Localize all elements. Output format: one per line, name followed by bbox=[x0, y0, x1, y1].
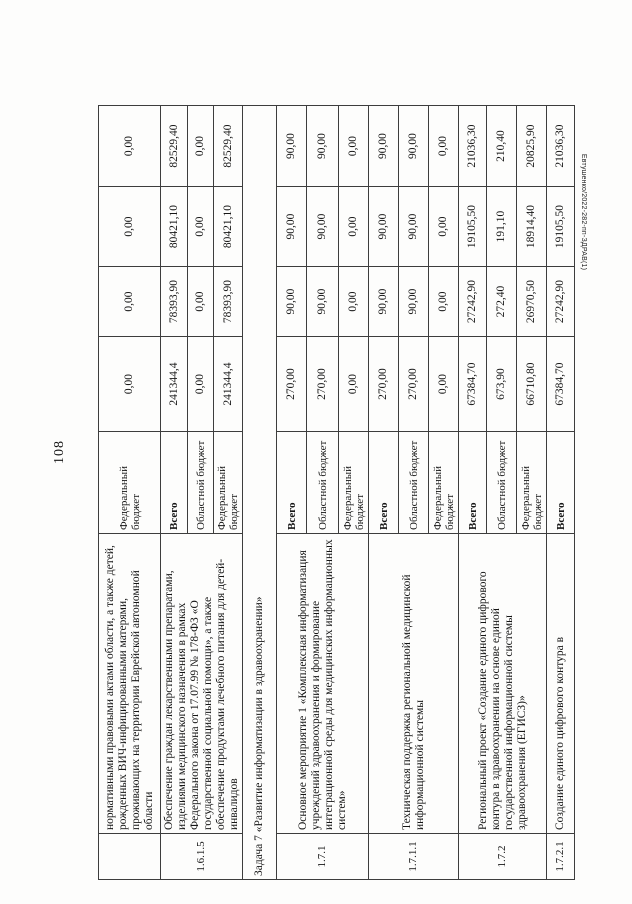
value-cell: 0,00 bbox=[338, 186, 369, 267]
section-header-cell: Задача 7 «Развитие информатизации в здра… bbox=[242, 105, 277, 880]
value-cell: 19105,50 bbox=[546, 186, 575, 267]
value-cell: 0,00 bbox=[428, 186, 459, 267]
value-cell: 20825,90 bbox=[516, 105, 547, 187]
value-cell: 26970,50 bbox=[516, 266, 547, 337]
row-number-cell: 1.7.1.1 bbox=[368, 833, 459, 880]
value-cell: 0,00 bbox=[187, 266, 214, 337]
value-cell: 78393,90 bbox=[213, 266, 243, 337]
budget-type-cell: Федеральный бюджет bbox=[516, 431, 547, 534]
value-cell: 673,90 bbox=[486, 336, 517, 432]
table-row: нормативными правовыми актами области, а… bbox=[98, 105, 161, 880]
row-number-cell: 1.7.1 bbox=[276, 833, 369, 880]
value-cell: 19105,50 bbox=[458, 186, 487, 267]
description-cell: Региональный проект «Создание единого ци… bbox=[458, 533, 547, 834]
value-cell: 241344,4 bbox=[160, 336, 188, 432]
row-number-cell: 1.7.2 bbox=[458, 833, 547, 880]
value-cell: 21036,30 bbox=[458, 105, 487, 187]
document-code-footer: Евтушенко/2022-282-пп-ЗДРАВ(1) bbox=[580, 153, 587, 271]
budget-table: нормативными правовыми актами области, а… bbox=[98, 105, 575, 880]
budget-type-cell: Федеральный бюджет bbox=[98, 431, 161, 534]
value-cell: 80421,10 bbox=[213, 186, 243, 267]
value-cell: 0,00 bbox=[98, 105, 161, 187]
value-cell: 272,40 bbox=[486, 266, 517, 337]
description-cell: нормативными правовыми актами области, а… bbox=[98, 533, 161, 834]
value-cell: 82529,40 bbox=[213, 105, 243, 187]
value-cell: 27242,90 bbox=[458, 266, 487, 337]
budget-type-cell: Областной бюджет bbox=[187, 431, 214, 534]
value-cell: 90,00 bbox=[276, 266, 307, 337]
value-cell: 0,00 bbox=[428, 336, 459, 432]
row-number-cell: 1.6.1.5 bbox=[160, 833, 243, 880]
value-cell: 0,00 bbox=[187, 186, 214, 267]
budget-type-cell: Областной бюджет bbox=[486, 431, 517, 534]
value-cell: 210,40 bbox=[486, 105, 517, 187]
value-cell: 67384,70 bbox=[546, 336, 575, 432]
description-cell: Обеспечение граждан лекарственными препа… bbox=[160, 533, 243, 834]
budget-type-cell: Всего bbox=[458, 431, 487, 534]
value-cell: 270,00 bbox=[306, 336, 339, 432]
value-cell: 18914,40 bbox=[516, 186, 547, 267]
value-cell: 0,00 bbox=[187, 336, 214, 432]
value-cell: 191,10 bbox=[486, 186, 517, 267]
value-cell: 270,00 bbox=[368, 336, 399, 432]
row-number-cell: 1.7.2.1 bbox=[546, 833, 575, 880]
value-cell: 0,00 bbox=[338, 336, 369, 432]
table-row: 1.7.1.1 Техническая поддержка региональн… bbox=[368, 105, 459, 880]
page-number: 108 bbox=[52, 440, 67, 464]
description-cell: Создание единого цифрового контура в bbox=[546, 533, 575, 834]
budget-type-cell: Федеральный бюджет bbox=[213, 431, 243, 534]
value-cell: 270,00 bbox=[276, 336, 307, 432]
value-cell: 90,00 bbox=[306, 186, 339, 267]
value-cell: 90,00 bbox=[398, 266, 429, 337]
value-cell: 241344,4 bbox=[213, 336, 243, 432]
value-cell: 270,00 bbox=[398, 336, 429, 432]
table-row: 1.7.2 Региональный проект «Создание един… bbox=[458, 105, 547, 880]
value-cell: 90,00 bbox=[368, 105, 399, 187]
budget-type-cell: Областной бюджет bbox=[398, 431, 429, 534]
value-cell: 90,00 bbox=[368, 266, 399, 337]
value-cell: 0,00 bbox=[187, 105, 214, 187]
value-cell: 80421,10 bbox=[160, 186, 188, 267]
budget-type-cell: Всего bbox=[276, 431, 307, 534]
value-cell: 90,00 bbox=[276, 105, 307, 187]
value-cell: 0,00 bbox=[338, 266, 369, 337]
section-header-row: Задача 7 «Развитие информатизации в здра… bbox=[242, 105, 277, 880]
value-cell: 90,00 bbox=[398, 186, 429, 267]
value-cell: 90,00 bbox=[368, 186, 399, 267]
description-cell: Основное мероприятие 1 «Комплексная инфо… bbox=[276, 533, 369, 834]
budget-type-cell: Всего bbox=[160, 431, 188, 534]
value-cell: 66710,80 bbox=[516, 336, 547, 432]
table-row: 1.7.1 Основное мероприятие 1 «Комплексна… bbox=[276, 105, 369, 880]
value-cell: 27242,90 bbox=[546, 266, 575, 337]
value-cell: 21036,30 bbox=[546, 105, 575, 187]
table-row: 1.6.1.5 Обеспечение граждан лекарственны… bbox=[160, 105, 243, 880]
value-cell: 78393,90 bbox=[160, 266, 188, 337]
value-cell: 90,00 bbox=[398, 105, 429, 187]
value-cell: 90,00 bbox=[276, 186, 307, 267]
value-cell: 90,00 bbox=[306, 266, 339, 337]
table-row: 1.7.2.1 Создание единого цифрового конту… bbox=[546, 105, 575, 880]
budget-type-cell: Федеральный бюджет bbox=[428, 431, 459, 534]
value-cell: 0,00 bbox=[338, 105, 369, 187]
budget-type-cell: Всего bbox=[368, 431, 399, 534]
row-number-cell bbox=[98, 833, 161, 880]
budget-type-cell: Федеральный бюджет bbox=[338, 431, 369, 534]
value-cell: 0,00 bbox=[98, 336, 161, 432]
value-cell: 0,00 bbox=[428, 105, 459, 187]
value-cell: 67384,70 bbox=[458, 336, 487, 432]
value-cell: 0,00 bbox=[98, 266, 161, 337]
value-cell: 0,00 bbox=[98, 186, 161, 267]
description-cell: Техническая поддержка региональной медиц… bbox=[368, 533, 459, 834]
budget-type-cell: Всего bbox=[546, 431, 575, 534]
value-cell: 90,00 bbox=[306, 105, 339, 187]
value-cell: 0,00 bbox=[428, 266, 459, 337]
budget-type-cell: Областной бюджет bbox=[306, 431, 339, 534]
value-cell: 82529,40 bbox=[160, 105, 188, 187]
